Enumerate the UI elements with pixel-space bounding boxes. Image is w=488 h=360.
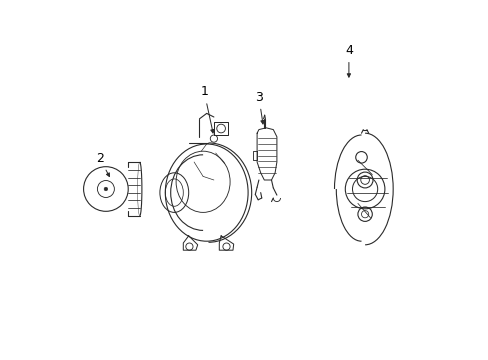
Text: 4: 4	[344, 44, 352, 77]
Text: 1: 1	[200, 85, 214, 133]
Text: 2: 2	[96, 152, 109, 176]
Text: 3: 3	[254, 91, 264, 124]
Circle shape	[104, 187, 107, 191]
